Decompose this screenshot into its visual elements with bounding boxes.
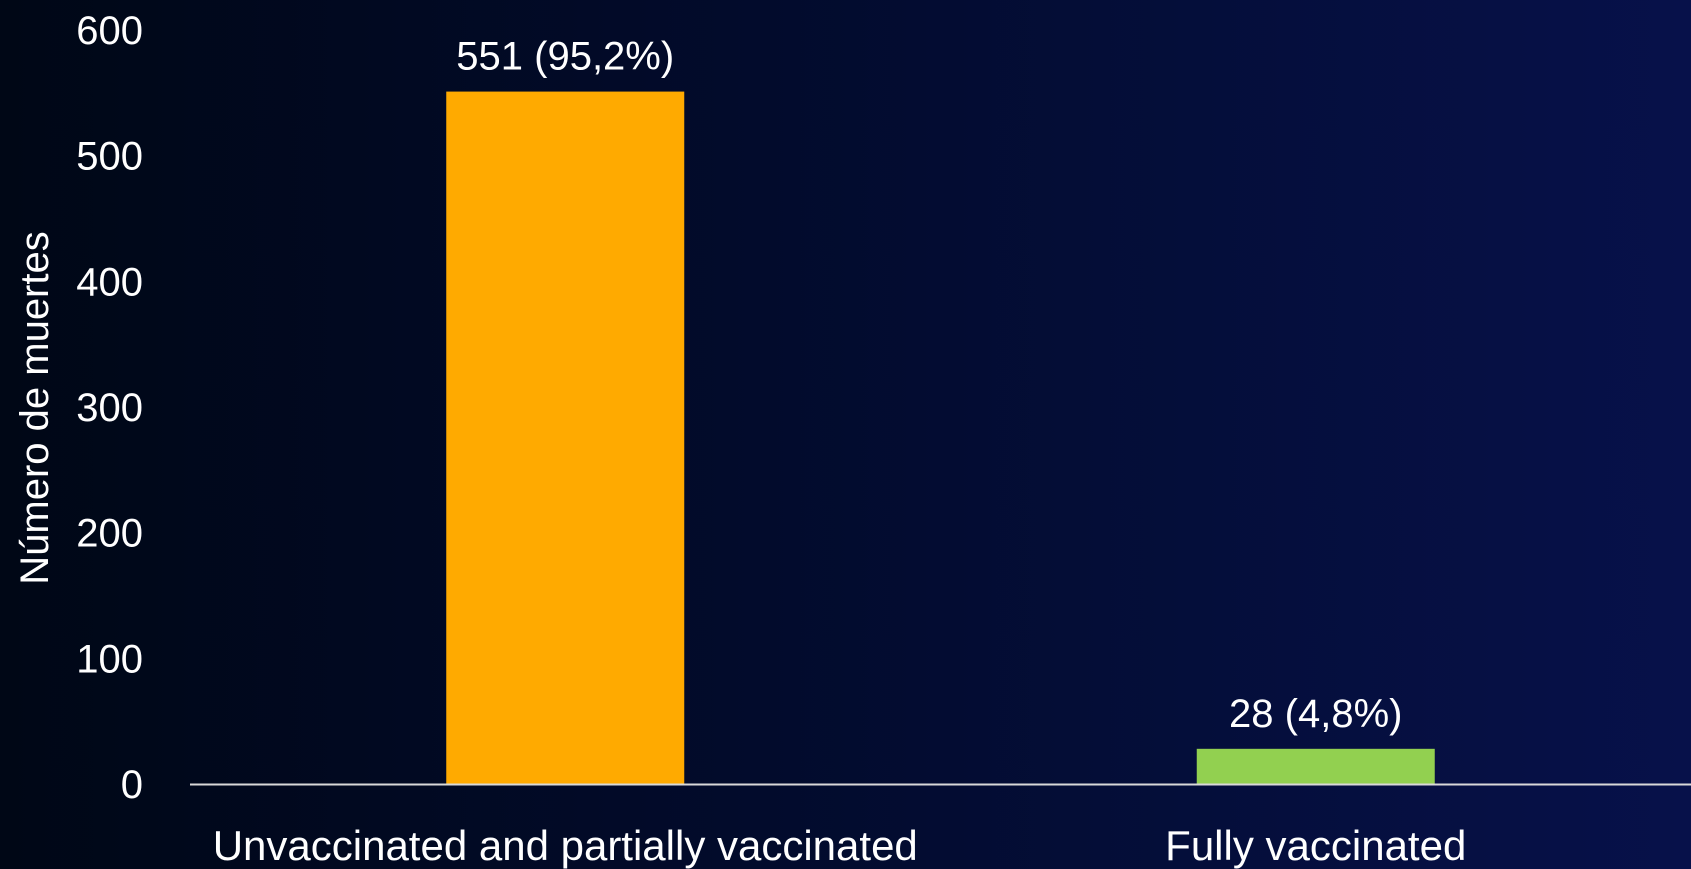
y-tick-label: 600 (76, 9, 143, 53)
y-tick-label: 300 (76, 386, 143, 430)
y-axis-title: Número de muertes (13, 231, 57, 584)
y-tick-label: 500 (76, 135, 143, 179)
bar (446, 91, 685, 785)
data-label: 551 (95,2%) (456, 35, 674, 79)
data-labels: 551 (95,2%) 28 (4,8%) (456, 35, 1402, 736)
y-tick-label: 0 (121, 763, 143, 807)
y-tick-label: 100 (76, 637, 143, 681)
y-axis-ticks: 0 100 200 300 400 500 600 (76, 9, 143, 807)
data-label: 28 (4,8%) (1229, 692, 1402, 736)
bar (1196, 748, 1435, 784)
category-labels: Unvaccinated and partially vaccinated Ful… (213, 822, 1467, 869)
y-tick-label: 400 (76, 260, 143, 304)
y-tick-label: 200 (76, 512, 143, 556)
x-category-label: Unvaccinated and partially vaccinated (213, 822, 918, 869)
x-category-label: Fully vaccinated (1165, 822, 1466, 869)
bars (446, 91, 1435, 785)
